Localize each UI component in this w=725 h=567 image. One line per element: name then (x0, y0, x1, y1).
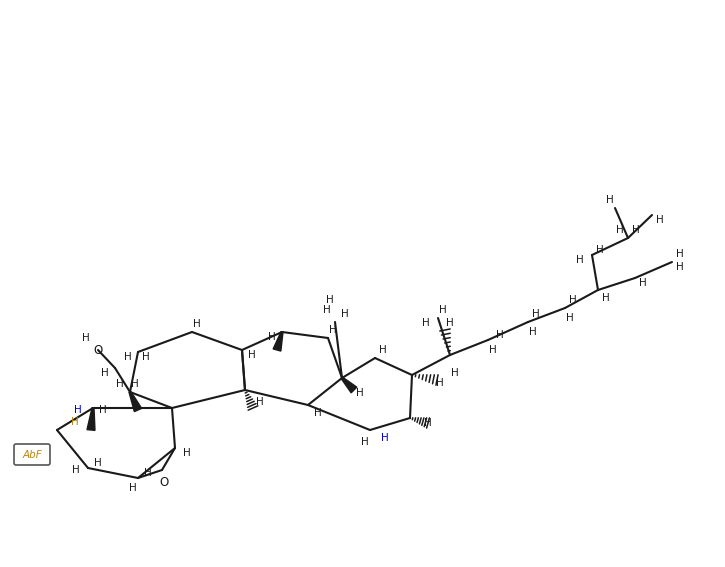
Text: O: O (94, 344, 103, 357)
Text: H: H (676, 249, 684, 259)
Text: H: H (381, 433, 389, 443)
Text: H: H (422, 318, 430, 328)
Text: H: H (361, 437, 369, 447)
Text: H: H (329, 325, 337, 335)
Text: H: H (532, 309, 540, 319)
Text: H: H (183, 448, 191, 458)
Text: H: H (94, 458, 102, 468)
Text: H: H (248, 350, 256, 360)
Text: H: H (74, 405, 82, 415)
Text: H: H (436, 378, 444, 388)
Text: H: H (71, 417, 79, 427)
Text: H: H (129, 483, 137, 493)
Text: H: H (496, 330, 504, 340)
Text: H: H (446, 318, 454, 328)
Text: H: H (144, 468, 152, 478)
Text: H: H (632, 225, 640, 235)
Text: H: H (639, 278, 647, 288)
Text: H: H (569, 295, 577, 305)
Text: H: H (101, 368, 109, 378)
Text: H: H (529, 327, 537, 337)
FancyBboxPatch shape (14, 444, 50, 465)
Text: H: H (268, 332, 276, 342)
Text: H: H (193, 319, 201, 329)
Text: H: H (314, 408, 322, 418)
Text: H: H (424, 418, 432, 428)
Text: H: H (82, 333, 90, 343)
Text: H: H (142, 352, 150, 362)
Text: H: H (131, 379, 139, 389)
Text: H: H (72, 465, 80, 475)
Text: H: H (356, 388, 364, 398)
Polygon shape (129, 392, 141, 412)
Text: H: H (379, 345, 387, 355)
Text: H: H (676, 262, 684, 272)
Text: H: H (323, 305, 331, 315)
Text: H: H (576, 255, 584, 265)
Text: H: H (602, 293, 610, 303)
Text: H: H (439, 305, 447, 315)
Text: H: H (116, 379, 124, 389)
Text: H: H (124, 352, 132, 362)
Polygon shape (87, 408, 95, 430)
Polygon shape (341, 377, 357, 393)
Text: H: H (596, 245, 604, 255)
Text: H: H (656, 215, 664, 225)
Text: H: H (616, 225, 624, 235)
Text: AbF: AbF (22, 450, 42, 460)
Text: O: O (160, 476, 169, 489)
Text: H: H (326, 295, 334, 305)
Text: H: H (606, 195, 614, 205)
Polygon shape (273, 332, 283, 351)
Text: H: H (341, 309, 349, 319)
Text: H: H (489, 345, 497, 355)
Text: H: H (256, 397, 264, 407)
Text: H: H (451, 368, 459, 378)
Text: H: H (99, 405, 107, 415)
Text: H: H (566, 313, 574, 323)
